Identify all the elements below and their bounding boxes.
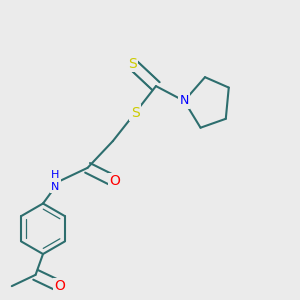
Text: O: O [109, 174, 120, 188]
Text: S: S [131, 106, 140, 120]
Text: S: S [128, 57, 136, 71]
Text: O: O [54, 279, 65, 293]
Text: H
N: H N [51, 170, 59, 192]
Text: N: N [179, 94, 189, 107]
